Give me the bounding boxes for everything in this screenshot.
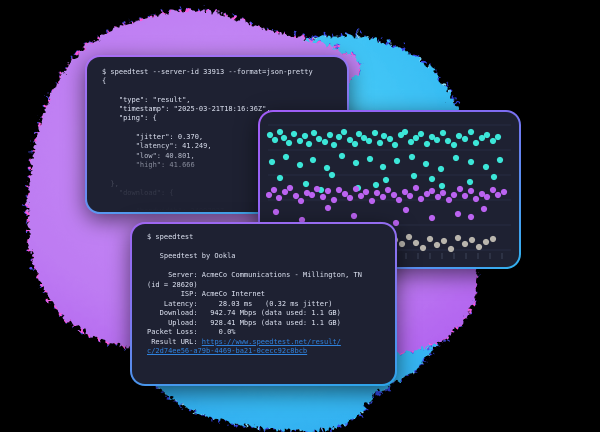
json-terminal-output: $ speedtest --server-id 33913 --format=j… — [102, 68, 313, 210]
result-url-link[interactable]: https://www.speedtest.net/result/ — [201, 337, 341, 346]
result-terminal-output: $ speedtest Speedtest by Ookla Server: A… — [147, 233, 362, 355]
terminal-window-json: $ speedtest --server-id 33913 --format=j… — [85, 55, 349, 214]
terminal-window-result: $ speedtest Speedtest by Ookla Server: A… — [130, 222, 397, 386]
result-url-link[interactable]: c/2d74ee56-a79b-4469-ba21-0cecc92c8bcb — [147, 347, 308, 355]
